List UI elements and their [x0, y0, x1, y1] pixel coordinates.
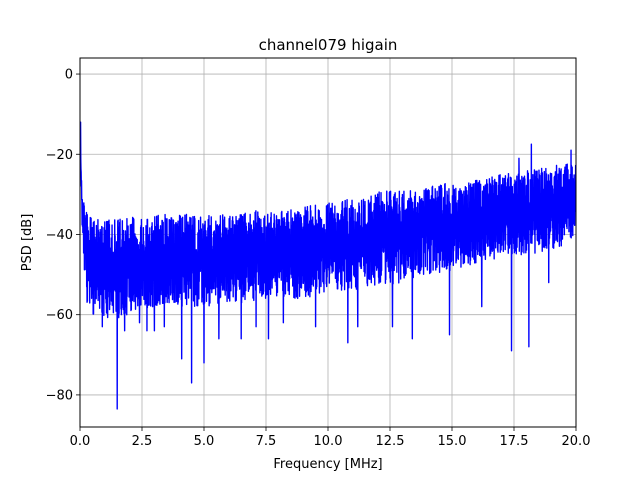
chart-title: channel079 higain: [259, 36, 398, 54]
plot-data: [80, 121, 576, 410]
y-tick-label: −40: [46, 228, 73, 243]
y-tick-label: −60: [46, 308, 73, 323]
x-tick-label: 0.0: [70, 434, 91, 449]
y-tick-label: 0: [65, 68, 73, 83]
x-tick-label: 2.5: [132, 434, 153, 449]
x-tick-label: 10.0: [314, 434, 343, 449]
x-tick-label: 20.0: [562, 434, 591, 449]
x-tick-label: 5.0: [194, 434, 215, 449]
x-axis-label: Frequency [MHz]: [273, 457, 382, 472]
y-axis-label: PSD [dB]: [20, 214, 35, 272]
x-tick-label: 17.5: [500, 434, 529, 449]
x-tick-label: 15.0: [438, 434, 467, 449]
y-tick-label: −20: [46, 148, 73, 163]
x-tick-label: 12.5: [376, 434, 405, 449]
axis-ticks: 0.0 2.5 5.0 7.5 10.0 12.5 15.0 17.5 20.0 0 −20 −40 −…: [46, 68, 591, 449]
y-tick-label: −80: [46, 388, 73, 403]
psd-series-line: [80, 121, 576, 410]
x-tick-label: 7.5: [256, 434, 277, 449]
